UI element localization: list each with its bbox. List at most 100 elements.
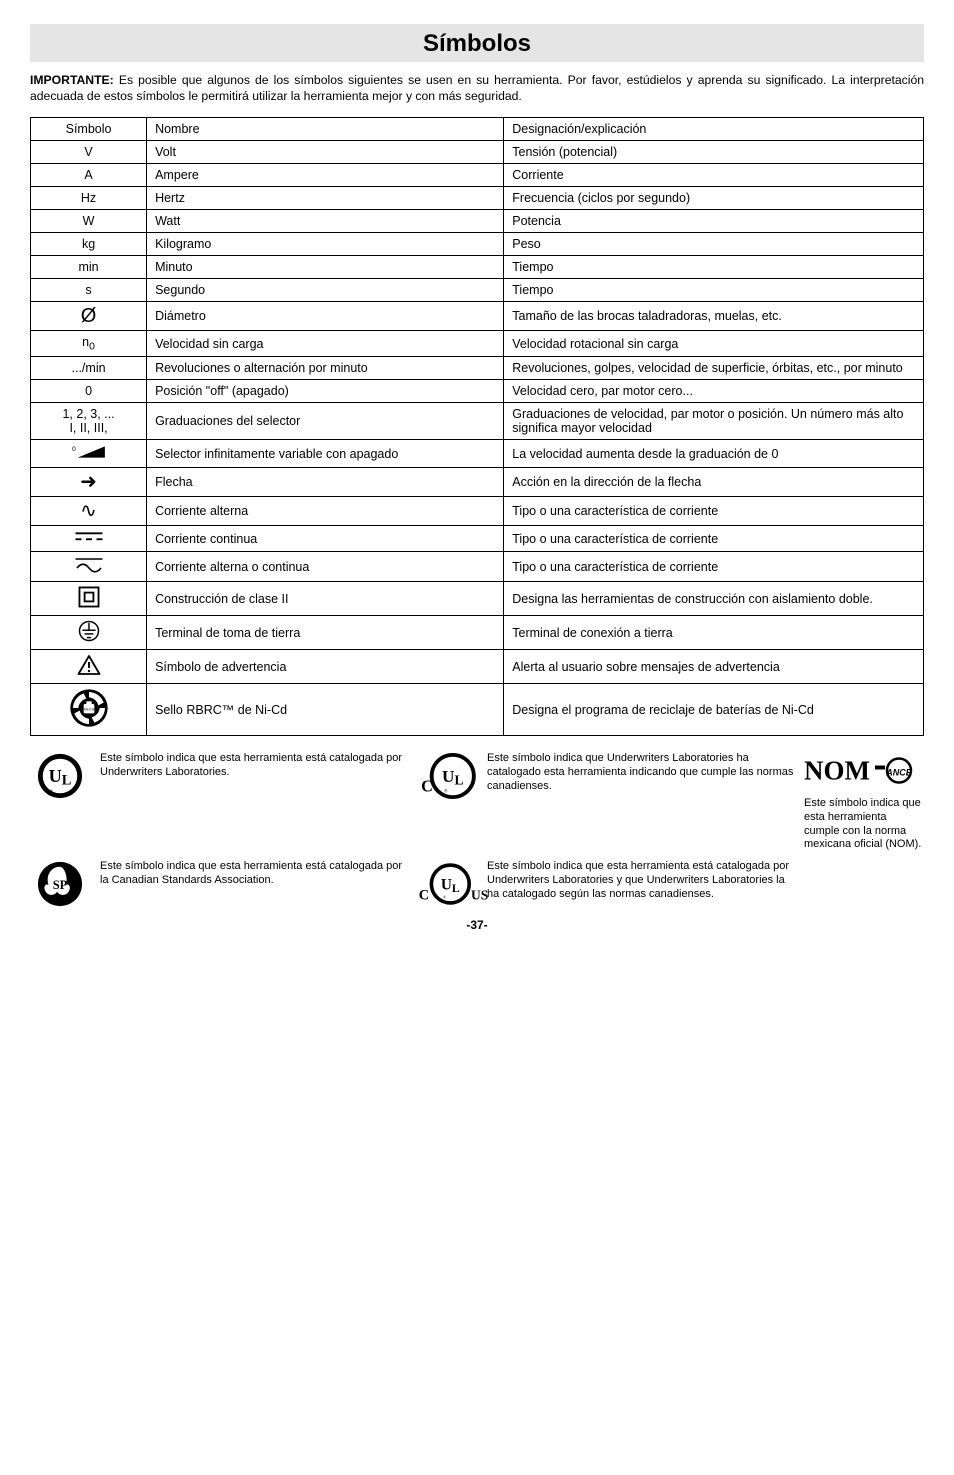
culus-icon: C UL ® US (417, 860, 477, 908)
desc-cell: Graduaciones de velocidad, par motor o p… (504, 403, 924, 440)
csa-text: Este símbolo indica que esta herramienta… (100, 860, 407, 888)
name-cell: Terminal de toma de tierra (147, 616, 504, 650)
ul-icon: UL ® (30, 752, 90, 800)
name-cell: Segundo (147, 278, 504, 301)
csa-icon: SP (30, 860, 90, 908)
symbol-cell: .../min (31, 357, 147, 380)
svg-text:®: ® (443, 896, 446, 900)
desc-cell: Tipo o una característica de corriente (504, 552, 924, 582)
table-row: sSegundoTiempo (31, 278, 924, 301)
name-cell: Posición "off" (apagado) (147, 380, 504, 403)
symbol-cell: Hz (31, 186, 147, 209)
name-cell: Revoluciones o alternación por minuto (147, 357, 504, 380)
table-row: Símbolo de advertenciaAlerta al usuario … (31, 650, 924, 684)
table-row: ∿Corriente alternaTipo o una característ… (31, 497, 924, 526)
col-name: Nombre (147, 117, 504, 140)
desc-cell: Terminal de conexión a tierra (504, 616, 924, 650)
nom-icon: NOM ANCE (804, 752, 914, 792)
table-row: Corriente continuaTipo o una característ… (31, 526, 924, 552)
svg-text:US: US (471, 887, 488, 902)
desc-cell: Potencia (504, 209, 924, 232)
desc-cell: Tipo o una característica de corriente (504, 497, 924, 526)
svg-text:UL: UL (441, 877, 460, 896)
symbol-cell (31, 526, 147, 552)
intro-text: Es posible que algunos de los símbolos s… (30, 73, 924, 103)
desc-cell: Tipo o una característica de corriente (504, 526, 924, 552)
name-cell: Minuto (147, 255, 504, 278)
symbol-cell: Ni-Cd (31, 684, 147, 736)
table-row: HzHertzFrecuencia (ciclos por segundo) (31, 186, 924, 209)
col-symbol: Símbolo (31, 117, 147, 140)
cul-icon: C UL ® (417, 752, 477, 800)
cert-footer: UL ® Este símbolo indica que esta herram… (30, 752, 924, 908)
symbol-cell: ∿ (31, 497, 147, 526)
symbol-cell (31, 650, 147, 684)
desc-cell: Designa las herramientas de construcción… (504, 582, 924, 616)
ul-text: Este símbolo indica que esta herramienta… (100, 752, 407, 780)
desc-cell: Velocidad rotacional sin carga (504, 330, 924, 357)
desc-cell: Tiempo (504, 255, 924, 278)
name-cell: Ampere (147, 163, 504, 186)
table-row: Construcción de clase IIDesigna las herr… (31, 582, 924, 616)
symbol-cell: n0 (31, 330, 147, 357)
name-cell: Selector infinitamente variable con apag… (147, 440, 504, 468)
desc-cell: Tamaño de las brocas taladradoras, muela… (504, 301, 924, 330)
name-cell: Hertz (147, 186, 504, 209)
nom-block: NOM ANCE Este símbolo indica que esta he… (804, 752, 924, 852)
table-row: Terminal de toma de tierraTerminal de co… (31, 616, 924, 650)
desc-cell: Designa el programa de reciclaje de bate… (504, 684, 924, 736)
name-cell: Construcción de clase II (147, 582, 504, 616)
name-cell: Corriente alterna o continua (147, 552, 504, 582)
table-row: WWattPotencia (31, 209, 924, 232)
desc-cell: Revoluciones, golpes, velocidad de super… (504, 357, 924, 380)
name-cell: Graduaciones del selector (147, 403, 504, 440)
table-row: .../minRevoluciones o alternación por mi… (31, 357, 924, 380)
symbol-cell (31, 582, 147, 616)
desc-cell: Tensión (potencial) (504, 140, 924, 163)
symbols-table: SímboloNombreDesignación/explicaciónVVol… (30, 117, 924, 737)
symbol-cell: 0 (31, 380, 147, 403)
page-number: -37- (30, 918, 924, 932)
svg-text:0: 0 (72, 446, 76, 453)
symbol-cell: W (31, 209, 147, 232)
table-row: VVoltTensión (potencial) (31, 140, 924, 163)
desc-cell: Frecuencia (ciclos por segundo) (504, 186, 924, 209)
symbol-cell (31, 616, 147, 650)
symbol-cell: 1, 2, 3, ...I, II, III, (31, 403, 147, 440)
table-row: Ni-CdSello RBRC™ de Ni-CdDesigna el prog… (31, 684, 924, 736)
symbol-cell: Ø (31, 301, 147, 330)
desc-cell: Tiempo (504, 278, 924, 301)
name-cell: Watt (147, 209, 504, 232)
table-row: ➜FlechaAcción en la dirección de la flec… (31, 468, 924, 497)
col-desc: Designación/explicación (504, 117, 924, 140)
svg-text:ANCE: ANCE (885, 768, 912, 778)
name-cell: Kilogramo (147, 232, 504, 255)
name-cell: Símbolo de advertencia (147, 650, 504, 684)
table-row: 0 Selector infinitamente variable con apa… (31, 440, 924, 468)
name-cell: Velocidad sin carga (147, 330, 504, 357)
svg-text:NOM: NOM (804, 756, 870, 786)
svg-text:SP: SP (53, 878, 68, 892)
cul-text: Este símbolo indica que Underwriters Lab… (487, 752, 794, 793)
table-row: minMinutoTiempo (31, 255, 924, 278)
svg-text:C: C (419, 887, 429, 903)
symbol-cell: kg (31, 232, 147, 255)
table-row: ØDiámetroTamaño de las brocas taladrador… (31, 301, 924, 330)
desc-cell: Peso (504, 232, 924, 255)
table-row: kgKilogramoPeso (31, 232, 924, 255)
name-cell: Flecha (147, 468, 504, 497)
svg-text:UL: UL (442, 767, 463, 788)
desc-cell: Corriente (504, 163, 924, 186)
svg-text:®: ® (444, 789, 448, 794)
symbol-cell: ➜ (31, 468, 147, 497)
desc-cell: Acción en la dirección de la flecha (504, 468, 924, 497)
name-cell: Corriente continua (147, 526, 504, 552)
desc-cell: La velocidad aumenta desde la graduación… (504, 440, 924, 468)
page-title: Símbolos (30, 24, 924, 62)
symbol-cell: s (31, 278, 147, 301)
intro-label: IMPORTANTE: (30, 73, 114, 87)
intro-paragraph: IMPORTANTE: Es posible que algunos de lo… (30, 72, 924, 105)
table-row: 0Posición "off" (apagado)Velocidad cero,… (31, 380, 924, 403)
name-cell: Volt (147, 140, 504, 163)
symbol-cell (31, 552, 147, 582)
